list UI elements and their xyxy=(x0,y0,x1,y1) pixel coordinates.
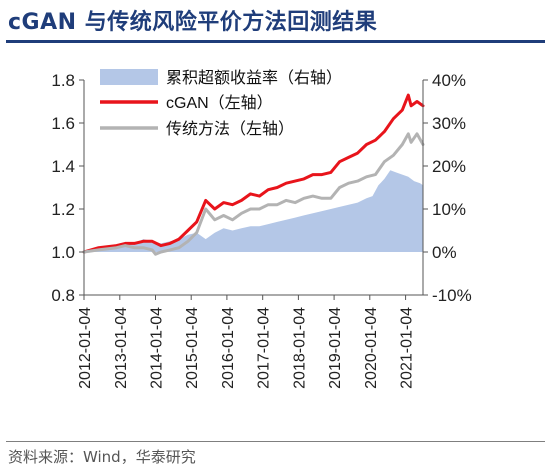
series-line-traditional xyxy=(82,132,425,256)
axis-layer: 0.8 1.0 1.2 1.4 1.6 1.8 -10% 0% 10% 20% 30% 40% 2012… xyxy=(51,71,471,389)
right-tick-label: 10% xyxy=(432,200,466,219)
chart-title: cGAN 与传统风险平价方法回测结果 xyxy=(8,10,378,35)
right-tick-label: 40% xyxy=(432,71,466,90)
left-tick-label: 1.8 xyxy=(51,71,75,90)
legend: 累积超额收益率（右轴） cGAN（左轴） 传统方法（左轴） xyxy=(100,69,342,138)
area-layer xyxy=(84,170,423,252)
line-layer xyxy=(82,93,425,256)
left-tick-label: 1.6 xyxy=(51,114,75,133)
x-tick-label: 2019-01-04 xyxy=(327,307,344,389)
left-tick-label: 1.4 xyxy=(51,157,75,176)
right-tick-label: 20% xyxy=(432,157,466,176)
source-note: 资料来源：Wind，华泰研究 xyxy=(8,448,196,466)
series-area-excess-return xyxy=(84,170,423,252)
legend-label: cGAN（左轴） xyxy=(166,94,273,112)
x-tick-label: 2014-01-04 xyxy=(148,307,165,389)
x-tick-label: 2018-01-04 xyxy=(291,307,308,389)
x-tick-label: 2013-01-04 xyxy=(113,307,130,389)
right-tick-label: 0% xyxy=(432,243,457,262)
x-tick-label: 2016-01-04 xyxy=(220,307,237,389)
right-tick-label: -10% xyxy=(432,286,472,305)
left-tick-label: 1.2 xyxy=(51,200,75,219)
x-tick-label: 2021-01-04 xyxy=(399,307,416,389)
x-tick-label: 2012-01-04 xyxy=(77,307,94,389)
legend-label: 传统方法（左轴） xyxy=(166,120,294,138)
backtest-chart: 0.8 1.0 1.2 1.4 1.6 1.8 -10% 0% 10% 20% 30% 40% 2012… xyxy=(51,69,472,389)
series-line-cgan xyxy=(82,93,425,254)
source-divider xyxy=(6,441,545,442)
legend-swatch-area xyxy=(100,69,158,85)
left-tick-label: 1.0 xyxy=(51,243,75,262)
x-tick-label: 2015-01-04 xyxy=(184,307,201,389)
x-tick-label: 2017-01-04 xyxy=(256,307,273,389)
title-underline xyxy=(6,40,545,43)
right-tick-label: 30% xyxy=(432,114,466,133)
left-tick-label: 0.8 xyxy=(51,286,75,305)
legend-label: 累积超额收益率（右轴） xyxy=(166,69,342,87)
x-tick-label: 2020-01-04 xyxy=(363,307,380,389)
